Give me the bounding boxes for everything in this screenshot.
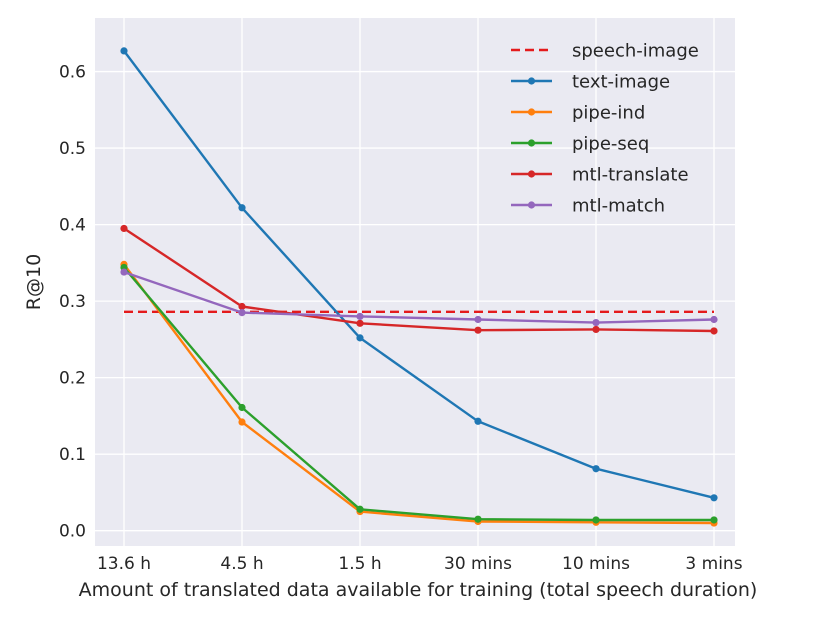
y-tick-label: 0.4 xyxy=(59,216,86,236)
series-line xyxy=(123,50,715,499)
data-point xyxy=(710,516,718,524)
legend-label: speech-image xyxy=(572,41,699,62)
data-point xyxy=(710,494,718,502)
legend-marker xyxy=(527,139,536,147)
legend-entry: pipe-seq xyxy=(511,134,649,155)
x-axis-ticks: 13.6 h 4.5 h 1.5 h 30 mins 10 mins 3 mins xyxy=(97,554,743,574)
y-axis-label: R@10 xyxy=(23,254,45,310)
data-point xyxy=(238,403,246,412)
y-tick-label: 0.0 xyxy=(59,522,86,542)
series-pipe-seq xyxy=(120,263,718,524)
series-line xyxy=(123,266,714,522)
data-point xyxy=(120,224,128,233)
grid xyxy=(95,18,735,546)
data-point xyxy=(592,516,600,524)
legend-label: mtl-match xyxy=(572,196,665,217)
legend-label: pipe-ind xyxy=(572,103,645,124)
series-line xyxy=(123,263,715,525)
legend-entry: mtl-translate xyxy=(511,165,689,186)
legend-label: mtl-translate xyxy=(572,165,689,186)
data-point xyxy=(592,325,600,334)
x-tick-label: 1.5 h xyxy=(338,554,381,574)
y-tick-label: 0.2 xyxy=(59,369,86,389)
x-axis-label: Amount of translated data available for … xyxy=(79,579,758,601)
x-tick-label: 10 mins xyxy=(562,554,630,574)
x-tick-label: 13.6 h xyxy=(97,554,151,574)
data-point xyxy=(238,309,246,317)
data-point xyxy=(120,47,128,55)
legend-entry: speech-image xyxy=(511,41,699,62)
y-tick-label: 0.5 xyxy=(59,139,86,159)
legend-marker xyxy=(527,77,536,85)
data-point xyxy=(474,326,482,334)
data-point xyxy=(238,418,246,426)
data-point xyxy=(710,327,718,335)
y-tick-label: 0.1 xyxy=(59,445,86,465)
plot-area xyxy=(95,18,735,546)
series-text-image xyxy=(120,47,718,502)
legend-marker xyxy=(527,108,536,116)
data-point xyxy=(120,268,128,276)
y-tick-label: 0.6 xyxy=(59,63,86,83)
legend-label: text-image xyxy=(572,72,670,93)
series-lines xyxy=(120,47,718,527)
legend-entry: text-image xyxy=(511,72,670,93)
data-point xyxy=(592,465,600,473)
data-point xyxy=(238,204,246,212)
x-tick-label: 4.5 h xyxy=(220,554,263,574)
data-point xyxy=(356,334,364,342)
y-tick-label: 0.3 xyxy=(59,292,86,312)
series-mtl-match xyxy=(120,268,718,327)
y-axis-ticks: 0.0 0.1 0.2 0.3 0.4 0.5 0.6 xyxy=(59,63,86,542)
data-point xyxy=(474,417,482,425)
x-tick-label: 30 mins xyxy=(444,554,512,574)
legend-label: pipe-seq xyxy=(572,134,649,155)
data-point xyxy=(710,315,718,324)
data-point xyxy=(356,312,364,321)
series-mtl-translate xyxy=(120,224,718,335)
legend: speech-image text-image pipe-ind pipe-seq mt… xyxy=(511,41,699,217)
legend-marker xyxy=(527,201,536,209)
data-point xyxy=(356,505,364,513)
data-point xyxy=(474,515,482,523)
data-point xyxy=(592,318,600,327)
series-line xyxy=(123,227,715,333)
legend-entry: pipe-ind xyxy=(511,103,645,124)
series-line xyxy=(123,270,715,324)
x-tick-label: 3 mins xyxy=(685,554,742,574)
legend-marker xyxy=(527,170,536,178)
data-point xyxy=(238,302,246,311)
data-point xyxy=(356,319,364,327)
data-point xyxy=(474,315,482,324)
legend-entry: mtl-match xyxy=(511,196,665,217)
